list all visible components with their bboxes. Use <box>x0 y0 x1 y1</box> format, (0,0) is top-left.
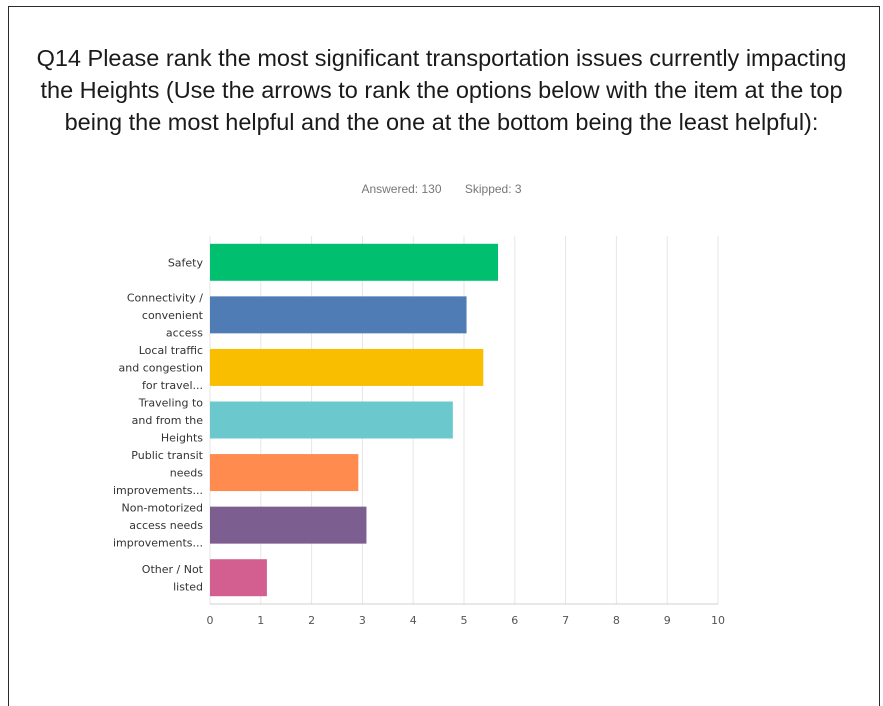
bar <box>210 243 499 281</box>
x-tick-label: 9 <box>664 614 671 627</box>
bar <box>210 348 484 386</box>
category-label: Local traffic <box>139 344 203 357</box>
bar <box>210 559 267 597</box>
bar <box>210 506 367 544</box>
answered-count: Answered: 130 <box>361 182 442 196</box>
bar <box>210 454 359 492</box>
category-label: improvements... <box>113 484 203 497</box>
bar-chart: 0 1 2 3 4 5 6 7 8 9 10 Safety Connectivity / convenie… <box>113 236 725 627</box>
category-label: Other / Not <box>142 563 204 576</box>
category-label: convenient <box>142 309 204 322</box>
category-label: Public transit <box>131 449 203 462</box>
x-tick-label: 7 <box>562 614 569 627</box>
category-label: and congestion <box>119 361 204 374</box>
x-tick-label: 8 <box>613 614 620 627</box>
category-label: and from the <box>132 414 204 427</box>
x-tick-label: 1 <box>257 614 264 627</box>
x-tick-label: 2 <box>308 614 315 627</box>
question-title: Q14 Please rank the most significant tra… <box>36 45 847 135</box>
chart-frame <box>8 6 880 706</box>
bar <box>210 296 467 334</box>
category-label: Connectivity / <box>127 291 203 304</box>
x-tick-label: 4 <box>410 614 417 627</box>
bar <box>210 401 453 439</box>
category-label: Heights <box>161 432 203 445</box>
category-label: listed <box>173 580 203 593</box>
x-tick-label: 10 <box>711 614 725 627</box>
category-label: Non-motorized <box>122 502 204 515</box>
category-label: improvements... <box>113 537 203 550</box>
x-tick-label: 0 <box>207 614 214 627</box>
x-tick-label: 5 <box>461 614 468 627</box>
skipped-count: Skipped: 3 <box>464 182 522 196</box>
category-label: needs <box>170 467 203 480</box>
category-label: for travel... <box>142 379 203 392</box>
category-label: access <box>166 326 203 339</box>
x-tick-label: 6 <box>511 614 518 627</box>
category-label: access needs <box>129 519 203 532</box>
x-tick-label: 3 <box>359 614 366 627</box>
category-label: Traveling to <box>138 397 204 410</box>
category-label: Safety <box>168 256 204 269</box>
response-stats: Answered: 130 Skipped: 3 <box>0 182 883 196</box>
